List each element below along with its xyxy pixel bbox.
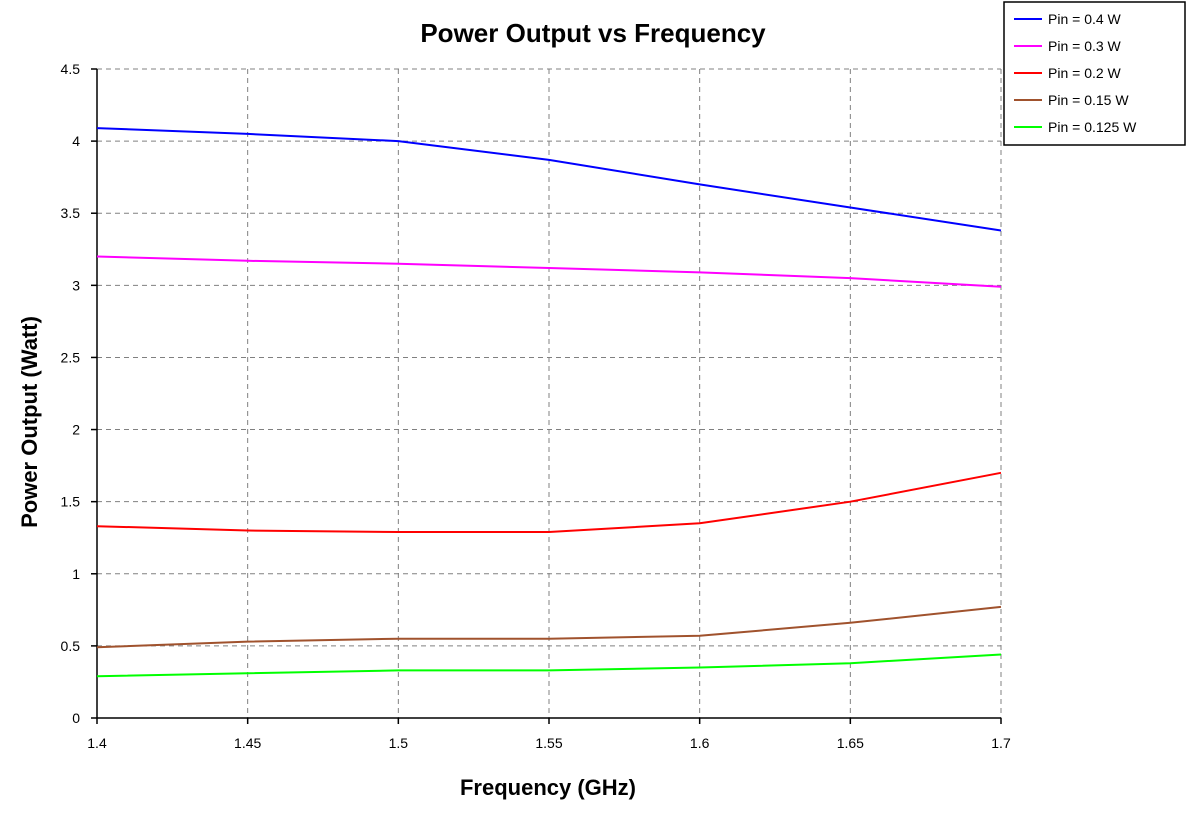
x-axis-title: Frequency (GHz) xyxy=(460,775,636,800)
y-tick-label: 0.5 xyxy=(61,638,81,654)
chart-title: Power Output vs Frequency xyxy=(420,18,766,48)
axes: 1.4 1.45 1.5 1.55 1.6 1.65 1.7 0 0.5 1 1.5 2 2.5 3 3.5… xyxy=(61,61,1011,751)
y-tick-label: 2.5 xyxy=(61,349,81,365)
y-tick-label: 2 xyxy=(72,422,80,438)
x-tick-label: 1.4 xyxy=(87,735,107,751)
y-tick-label: 4 xyxy=(72,133,80,149)
legend: Pin = 0.4 W Pin = 0.3 W Pin = 0.2 W Pin = 0… xyxy=(1003,1,1186,146)
legend-label: Pin = 0.4 W xyxy=(1048,11,1122,27)
series-line-4 xyxy=(96,653,1002,678)
series-lines xyxy=(96,127,1002,678)
y-tick-label: 3.5 xyxy=(61,205,81,221)
y-axis-title: Power Output (Watt) xyxy=(17,316,42,528)
x-tick-label: 1.6 xyxy=(690,735,710,751)
y-tick-label: 1 xyxy=(72,566,80,582)
legend-label: Pin = 0.3 W xyxy=(1048,38,1122,54)
legend-label: Pin = 0.125 W xyxy=(1048,119,1137,135)
series-line-2 xyxy=(96,471,1002,533)
y-tick-label: 1.5 xyxy=(61,494,81,510)
x-tick-label: 1.7 xyxy=(991,735,1011,751)
legend-label: Pin = 0.2 W xyxy=(1048,65,1122,81)
series-line-1 xyxy=(96,255,1002,288)
x-tick-label: 1.5 xyxy=(389,735,409,751)
x-tick-label: 1.55 xyxy=(535,735,562,751)
y-tick-label: 3 xyxy=(72,277,80,293)
x-tick-label: 1.45 xyxy=(234,735,261,751)
y-tick-label: 4.5 xyxy=(61,61,81,77)
series-line-3 xyxy=(96,605,1002,649)
grid xyxy=(97,68,1002,718)
series-line-0 xyxy=(96,127,1002,232)
y-tick-label: 0 xyxy=(72,710,80,726)
x-tick-label: 1.65 xyxy=(837,735,864,751)
legend-label: Pin = 0.15 W xyxy=(1048,92,1129,108)
